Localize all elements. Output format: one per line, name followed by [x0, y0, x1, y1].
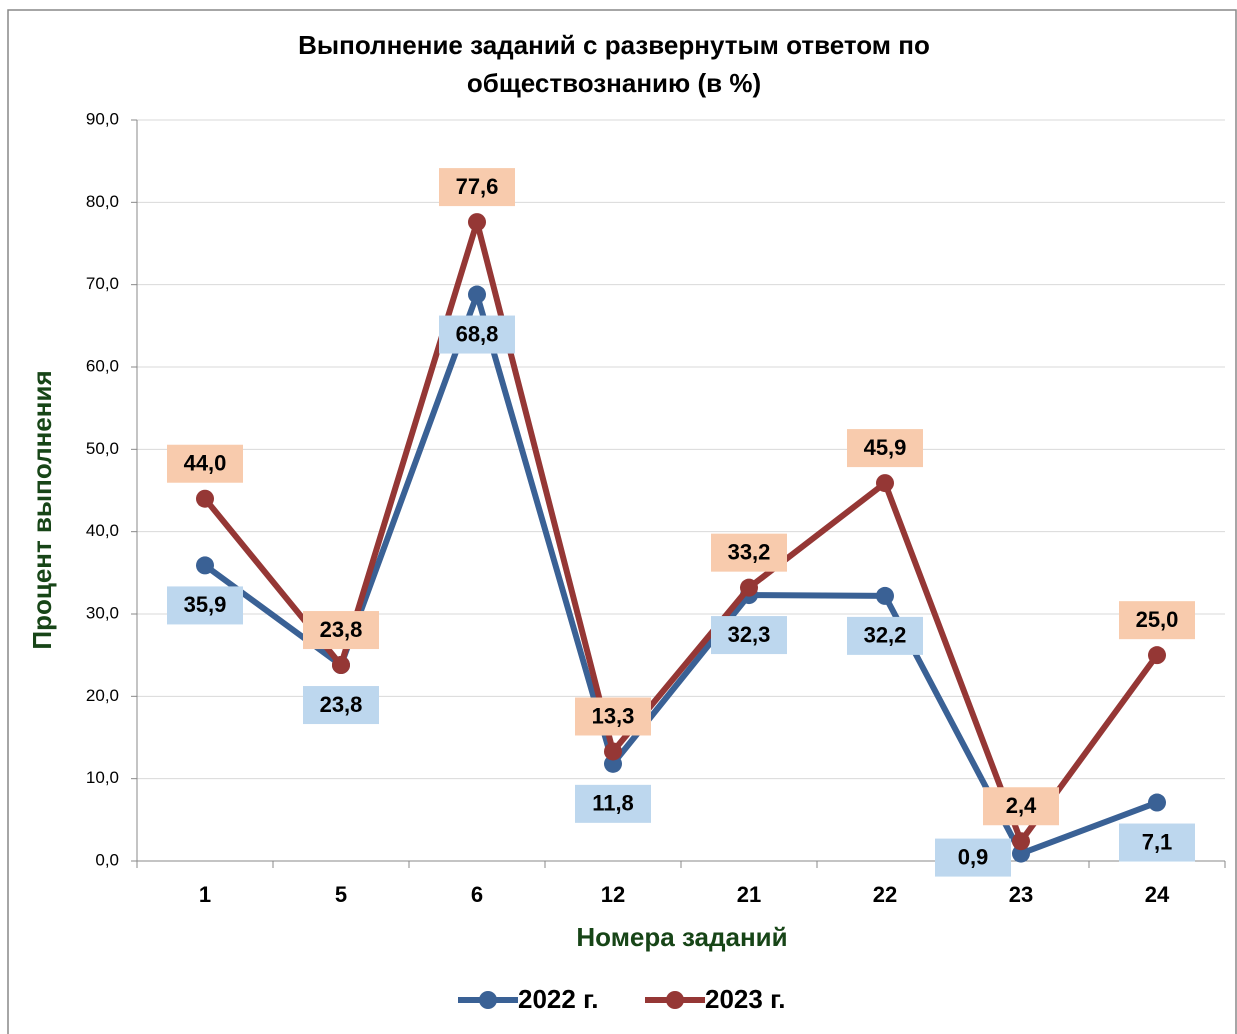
- y-axis-title: Процент выполнения: [27, 370, 57, 649]
- data-label: 0,9: [958, 844, 989, 869]
- x-tick-label: 22: [873, 882, 897, 907]
- data-label-box: [1119, 601, 1195, 640]
- y-tick-label: 10,0: [86, 768, 119, 787]
- data-label: 7,1: [1142, 829, 1173, 854]
- data-label-box: [711, 533, 787, 572]
- legend-label: 2022 г.: [518, 984, 599, 1014]
- point: [1148, 646, 1166, 665]
- legend-label: 2023 г.: [705, 984, 786, 1014]
- data-label-box: [1119, 823, 1195, 862]
- data-label: 23,8: [320, 692, 363, 717]
- data-label: 33,2: [728, 539, 771, 564]
- data-label: 45,9: [864, 435, 907, 460]
- y-tick-label: 0,0: [95, 850, 119, 869]
- y-tick-label: 40,0: [86, 521, 119, 540]
- data-label: 2,4: [1006, 793, 1037, 818]
- x-tick-label: 5: [335, 882, 347, 907]
- data-label-box: [303, 686, 379, 725]
- point: [1012, 844, 1030, 863]
- data-label: 32,2: [864, 623, 907, 648]
- data-label: 13,3: [592, 703, 635, 728]
- x-tick-label: 24: [1145, 882, 1170, 907]
- x-tick-label: 21: [737, 882, 761, 907]
- point: [196, 556, 214, 575]
- y-tick-label: 50,0: [86, 439, 119, 458]
- data-label: 32,3: [728, 622, 771, 647]
- data-label: 35,9: [184, 592, 227, 617]
- data-label-box: [439, 315, 515, 354]
- data-label: 44,0: [184, 451, 227, 476]
- point: [740, 578, 758, 597]
- chart-border: [7, 9, 1237, 1034]
- y-tick-label: 20,0: [86, 686, 119, 705]
- data-label-box: [167, 444, 243, 483]
- legend-marker: [479, 991, 497, 1009]
- chart-title: обществознанию (в %): [467, 68, 761, 98]
- y-tick-label: 80,0: [86, 192, 119, 211]
- x-tick-label: 23: [1009, 882, 1033, 907]
- point: [332, 656, 350, 675]
- point: [604, 754, 622, 773]
- x-tick-label: 1: [199, 882, 211, 907]
- x-axis-title: Номера заданий: [576, 922, 787, 952]
- data-label: 11,8: [592, 791, 634, 816]
- point: [604, 742, 622, 761]
- point: [876, 586, 894, 605]
- series-line: [202, 219, 1160, 845]
- data-label-box: [847, 616, 923, 655]
- data-label: 23,8: [320, 617, 363, 642]
- data-label: 25,0: [1136, 607, 1179, 632]
- point: [468, 213, 486, 232]
- point: [876, 474, 894, 493]
- x-tick-label: 6: [471, 882, 483, 907]
- data-label-box: [935, 838, 1011, 877]
- y-tick-label: 30,0: [86, 603, 119, 622]
- y-tick-label: 70,0: [86, 274, 119, 293]
- data-label: 77,6: [456, 174, 499, 199]
- point: [1148, 793, 1166, 812]
- point: [196, 489, 214, 508]
- data-label-box: [575, 784, 651, 823]
- data-label-box: [847, 429, 923, 468]
- data-label-box: [167, 586, 243, 625]
- data-label-box: [303, 611, 379, 650]
- data-label-box: [711, 616, 787, 655]
- data-label: 68,8: [456, 321, 499, 346]
- data-label-box: [575, 697, 651, 736]
- y-tick-label: 90,0: [86, 109, 119, 128]
- x-tick-label: 12: [601, 882, 625, 907]
- point: [1012, 832, 1030, 851]
- y-tick-label: 60,0: [86, 356, 119, 375]
- point: [468, 285, 486, 304]
- data-label-box: [439, 168, 515, 207]
- legend-marker: [666, 991, 684, 1009]
- data-label-box: [983, 787, 1059, 826]
- chart-title: Выполнение заданий с развернутым ответом…: [298, 30, 930, 60]
